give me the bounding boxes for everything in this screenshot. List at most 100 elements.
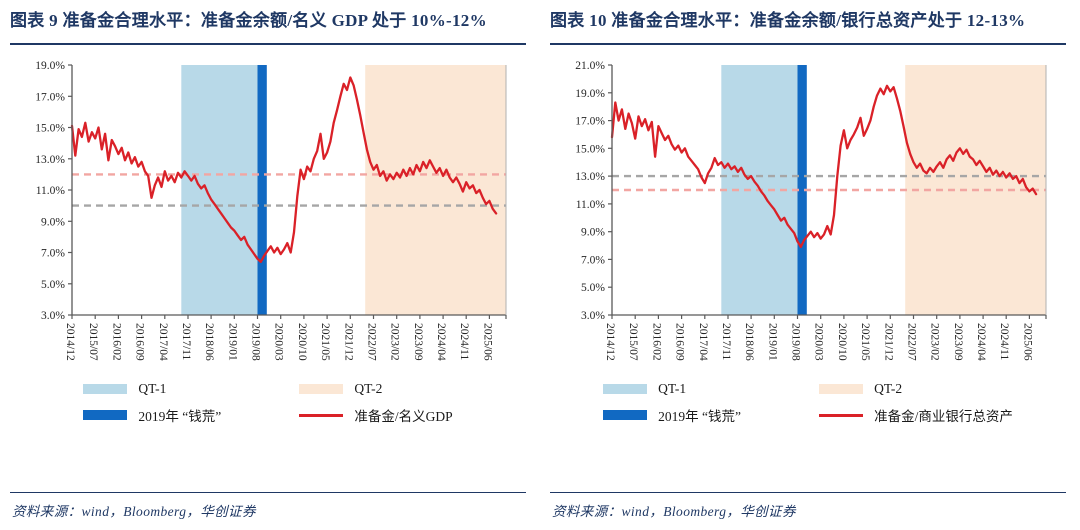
- reserves-to-nominal-gdp-chart: 3.0% 5.0% 7.0% 9.0% 11.0% 13.0% 15.0% 17.0% 19.0…: [35, 60, 507, 361]
- x-tick-label: 2025/06: [1021, 323, 1033, 361]
- x-tick-label: 2023/02: [929, 323, 941, 361]
- legend-label-cash-crunch-2019: 2019年 “钱荒”: [138, 409, 222, 425]
- legend-swatch-qt1: [603, 384, 648, 395]
- legend-swatch-qt1: [83, 384, 128, 395]
- x-tick-label: 2016/02: [110, 323, 122, 361]
- x-tick-label: 2019/08: [250, 323, 262, 361]
- x-tick-label: 2019/08: [790, 323, 802, 361]
- legend-label-qt1: QT-1: [138, 381, 167, 397]
- legend-label-qt1: QT-1: [658, 381, 687, 397]
- y-tick-label: 11.0%: [576, 199, 606, 211]
- y-tick-label: 13.0%: [575, 171, 605, 183]
- legend-label-qt2: QT-2: [874, 381, 903, 397]
- x-tick-label: 2020/10: [836, 323, 848, 361]
- x-tick-label: 2019/01: [226, 323, 238, 361]
- y-tick-label: 13.0%: [35, 154, 65, 166]
- region-qt1: [181, 65, 258, 316]
- x-tick-label: 2017/11: [180, 323, 192, 361]
- figure-9-header: 图表 9 准备金合理水平：准备金余额/名义 GDP 处于 10%-12%: [10, 4, 526, 46]
- figure-10-source-row: 资料来源：wind，Bloomberg，华创证券: [550, 492, 1066, 530]
- x-tick-label: 2021/12: [342, 323, 354, 361]
- x-tick-label: 2020/03: [813, 323, 825, 361]
- legend-swatch-cash-crunch-2019: [83, 410, 128, 421]
- x-tick-label: 2022/07: [366, 323, 378, 361]
- legend-item-cash-crunch-2019: 2019年 “钱荒”: [603, 405, 793, 425]
- x-tick-label: 2016/09: [674, 323, 686, 361]
- y-tick-label: 15.0%: [575, 144, 605, 156]
- legend-swatch-cash-crunch-2019: [603, 410, 648, 421]
- series-line: [70, 76, 498, 264]
- x-tick-label: 2015/07: [627, 323, 639, 361]
- region-cash-crunch-2019: [797, 65, 807, 316]
- y-tick-label: 7.0%: [41, 248, 65, 260]
- legend-swatch-qt2: [819, 384, 864, 395]
- figure-9-reserves-to-gdp: 图表 9 准备金合理水平：准备金余额/名义 GDP 处于 10%-12% 3.0…: [10, 4, 526, 530]
- x-tick-label: 2021/05: [319, 323, 331, 361]
- x-tick-label: 2018/06: [743, 323, 755, 361]
- x-tick-label: 2017/04: [697, 323, 709, 361]
- x-tick-label: 2024/11: [998, 323, 1010, 361]
- y-tick-label: 5.0%: [581, 283, 605, 295]
- y-tick-label: 19.0%: [575, 88, 605, 100]
- figure-10-reserves-to-bank-assets: 图表 10 准备金合理水平：准备金余额/银行总资产处于 12-13% 3.0% 5…: [540, 0, 1080, 530]
- legend-item-qt1: QT-1: [603, 381, 793, 397]
- x-tick-label: 2022/07: [906, 323, 918, 361]
- y-tick-label: 19.0%: [35, 60, 65, 72]
- y-tick-label: 5.0%: [41, 279, 65, 291]
- x-tick-label: 2016/09: [134, 323, 146, 361]
- x-tick-label: 2024/04: [975, 323, 987, 361]
- x-tick-label: 2014/12: [604, 323, 616, 361]
- y-tick-label: 3.0%: [41, 310, 65, 322]
- x-tick-label: 2023/09: [952, 323, 964, 361]
- figure-10-legend: QT-1 QT-2 2019年 “钱荒” 准备金/商业银行总资产: [603, 381, 1013, 425]
- reserves-to-bank-total-assets-chart: 3.0% 5.0% 7.0% 9.0% 11.0% 13.0% 15.0% 17.0% 19.0…: [575, 60, 1047, 361]
- y-tick-label: 3.0%: [581, 310, 605, 322]
- x-tick-label: 2025/06: [481, 323, 493, 361]
- x-tick-label: 2024/11: [458, 323, 470, 361]
- legend-item-cash-crunch-2019: 2019年 “钱荒”: [83, 405, 273, 425]
- region-cash-crunch-2019: [257, 65, 267, 316]
- x-tick-label: 2015/07: [87, 323, 99, 361]
- x-tick-label: 2016/02: [650, 323, 662, 361]
- y-tick-label: 17.0%: [35, 92, 65, 104]
- legend-label-qt2: QT-2: [354, 381, 383, 397]
- legend-item-qt2: QT-2: [819, 381, 1013, 397]
- y-tick-label: 7.0%: [581, 255, 605, 267]
- y-tick-label: 21.0%: [575, 60, 605, 72]
- x-tick-label: 2020/10: [296, 323, 308, 361]
- figure-9-source-row: 资料来源：wind，Bloomberg，华创证券: [10, 492, 526, 530]
- legend-label-series: 准备金/商业银行总资产: [874, 409, 1013, 425]
- x-tick-label: 2018/06: [203, 323, 215, 361]
- x-tick-label: 2020/03: [273, 323, 285, 361]
- x-tick-label: 2014/12: [64, 323, 76, 361]
- figure-9-title: 图表 9 准备金合理水平：准备金余额/名义 GDP 处于 10%-12%: [10, 11, 487, 30]
- legend-label-series: 准备金/名义GDP: [354, 409, 453, 425]
- x-tick-label: 2021/05: [859, 323, 871, 361]
- figure-10-title: 图表 10 准备金合理水平：准备金余额/银行总资产处于 12-13%: [550, 11, 1026, 30]
- y-tick-label: 15.0%: [35, 123, 65, 135]
- x-tick-label: 2017/11: [720, 323, 732, 361]
- figure-10-header: 图表 10 准备金合理水平：准备金余额/银行总资产处于 12-13%: [550, 4, 1066, 46]
- y-tick-label: 9.0%: [581, 227, 605, 239]
- legend-item-series: 准备金/名义GDP: [299, 405, 453, 425]
- figure-9-source-note: 资料来源：wind，Bloomberg，华创证券: [12, 504, 256, 519]
- y-tick-label: 11.0%: [36, 185, 66, 197]
- legend-swatch-qt2: [299, 384, 344, 395]
- figure-10-source-note: 资料来源：wind，Bloomberg，华创证券: [552, 504, 796, 519]
- legend-swatch-series: [299, 413, 344, 417]
- legend-swatch-series: [819, 413, 864, 417]
- x-tick-label: 2021/12: [882, 323, 894, 361]
- y-tick-label: 9.0%: [41, 217, 65, 229]
- y-tick-label: 17.0%: [575, 116, 605, 128]
- x-tick-label: 2023/02: [389, 323, 401, 361]
- legend-item-qt2: QT-2: [299, 381, 452, 397]
- region-qt2: [365, 65, 506, 316]
- figure-9-legend: QT-1 QT-2 2019年 “钱荒” 准备金/名义GDP: [83, 381, 453, 425]
- x-tick-label: 2024/04: [435, 323, 447, 361]
- legend-label-cash-crunch-2019: 2019年 “钱荒”: [658, 409, 741, 425]
- x-tick-label: 2017/04: [157, 323, 169, 361]
- series-line: [610, 84, 1038, 249]
- legend-item-series: 准备金/商业银行总资产: [819, 405, 1013, 425]
- x-tick-label: 2023/09: [412, 323, 424, 361]
